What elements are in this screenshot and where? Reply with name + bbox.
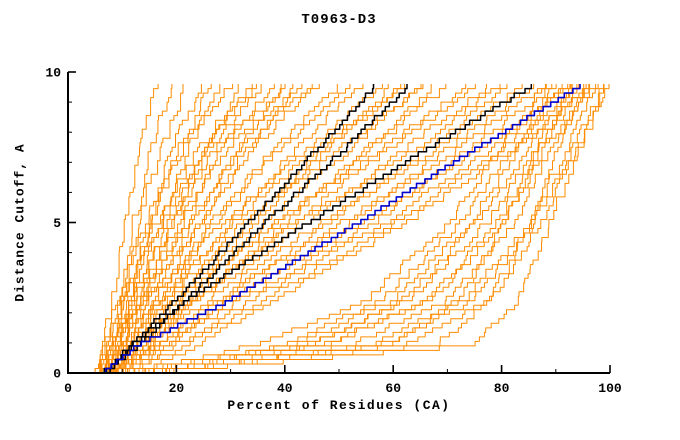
prediction-curve (116, 84, 590, 374)
blue-model (100, 84, 581, 374)
prediction-curve (122, 84, 580, 374)
prediction-curve (100, 84, 173, 373)
x-tick-label: 80 (494, 381, 510, 396)
prediction-curve (100, 84, 184, 374)
prediction-curve (122, 84, 604, 374)
prediction-curve (116, 84, 585, 374)
prediction-curve (100, 84, 383, 374)
prediction-curve (122, 84, 597, 374)
prediction-curve (116, 84, 508, 374)
prediction-curve (111, 84, 546, 374)
prediction-curve (100, 84, 262, 374)
prediction-curve (133, 84, 591, 374)
prediction-curve (94, 84, 234, 373)
y-tick-label: 10 (45, 66, 61, 81)
y-tick-label: 5 (53, 216, 61, 231)
prediction-curve (116, 84, 578, 374)
x-tick-label: 20 (169, 381, 185, 396)
x-tick-label: 100 (598, 381, 622, 396)
prediction-curve (100, 84, 422, 374)
x-tick-label: 0 (64, 381, 72, 396)
x-tick-label: 40 (277, 381, 293, 396)
prediction-curve (100, 84, 253, 374)
prediction-curve (100, 84, 320, 374)
prediction-curve (94, 84, 159, 373)
prediction-curve (116, 84, 553, 374)
prediction-curve (127, 84, 587, 374)
prediction-curve (105, 84, 338, 374)
black-model-a (100, 84, 375, 374)
chart-title: T0963-D3 (301, 12, 377, 28)
prediction-curve (116, 84, 447, 374)
prediction-curve (105, 84, 402, 374)
prediction-curve (95, 84, 212, 374)
black-model-c (105, 84, 533, 374)
prediction-curve (111, 84, 563, 374)
x-tick-label: 60 (385, 381, 401, 396)
x-axis-label: Percent of Residues (CA) (227, 398, 451, 413)
y-tick-label: 0 (53, 367, 61, 382)
prediction-curve (100, 84, 313, 373)
prediction-curve (122, 84, 535, 374)
prediction-curve (111, 84, 547, 374)
black-model-b (100, 84, 408, 374)
prediction-curve (111, 84, 573, 374)
prediction-curve (111, 84, 523, 374)
